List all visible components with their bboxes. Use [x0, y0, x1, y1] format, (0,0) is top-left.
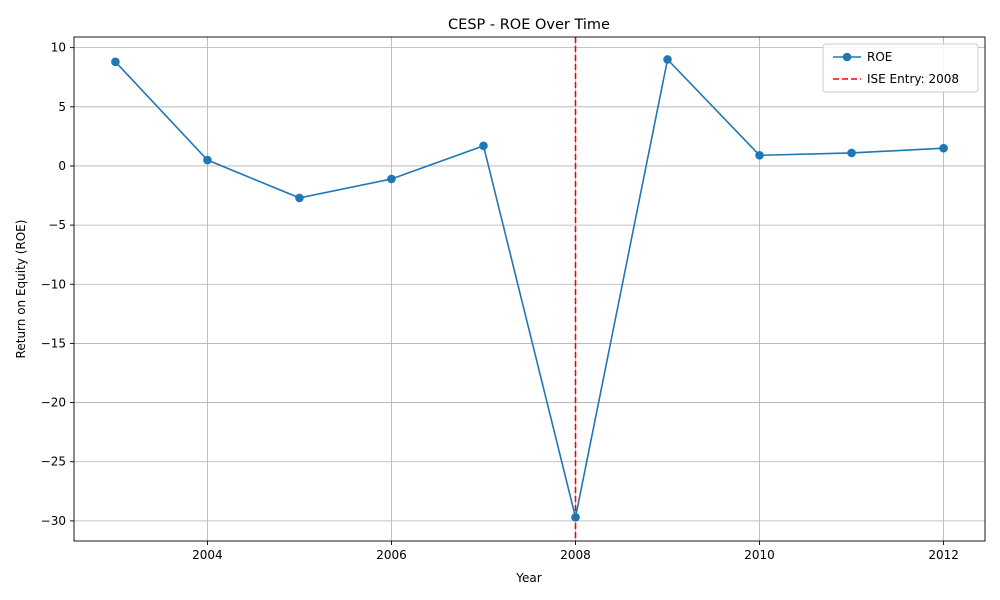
roe-data-point — [295, 193, 304, 203]
roe-series-line — [114, 57, 944, 518]
roe-data-point — [663, 55, 672, 64]
roe-data-point — [111, 57, 120, 67]
roe-data-point — [939, 143, 948, 153]
legend-box — [822, 43, 979, 93]
y-tick-label: −30 — [41, 514, 66, 528]
plot-frame — [73, 36, 986, 542]
y-tick-label: −20 — [41, 396, 66, 410]
roe-data-point — [479, 141, 488, 151]
legend: ROE ISE Entry: 2008 — [822, 43, 979, 93]
grid-lines — [74, 37, 985, 541]
x-tick-label: 2010 — [744, 548, 775, 562]
x-tick-label: 2004 — [192, 548, 223, 562]
legend-roe-marker — [842, 52, 852, 62]
y-tick-label: −5 — [48, 218, 66, 232]
y-axis-label: Return on Equity (ROE) — [14, 220, 28, 359]
x-tick-label: 2012 — [928, 548, 959, 562]
roe-data-point — [387, 174, 396, 184]
y-tick-label: 0 — [58, 159, 66, 173]
legend-roe-label: ROE — [867, 50, 892, 64]
y-tick-label: −10 — [41, 277, 66, 291]
y-tick-label: −15 — [41, 336, 66, 350]
series-layer — [111, 55, 948, 522]
roe-data-point — [571, 513, 580, 522]
x-axis-label: Year — [515, 571, 541, 585]
chart-title: CESP - ROE Over Time — [448, 17, 610, 33]
roe-data-point — [203, 155, 212, 165]
legend-ise-label: ISE Entry: 2008 — [867, 72, 959, 86]
y-tick-label: −25 — [41, 455, 66, 469]
roe-data-point — [755, 151, 764, 160]
y-tick-label: 5 — [58, 100, 66, 114]
axes: 2004 2006 2008 2010 2012 10 5 0 −5 −10 −15 −20 −25 −3… — [41, 36, 986, 562]
x-tick-label: 2006 — [376, 548, 407, 562]
y-tick-label: 10 — [51, 41, 66, 55]
roe-data-point — [847, 148, 856, 158]
x-tick-label: 2008 — [560, 548, 591, 562]
